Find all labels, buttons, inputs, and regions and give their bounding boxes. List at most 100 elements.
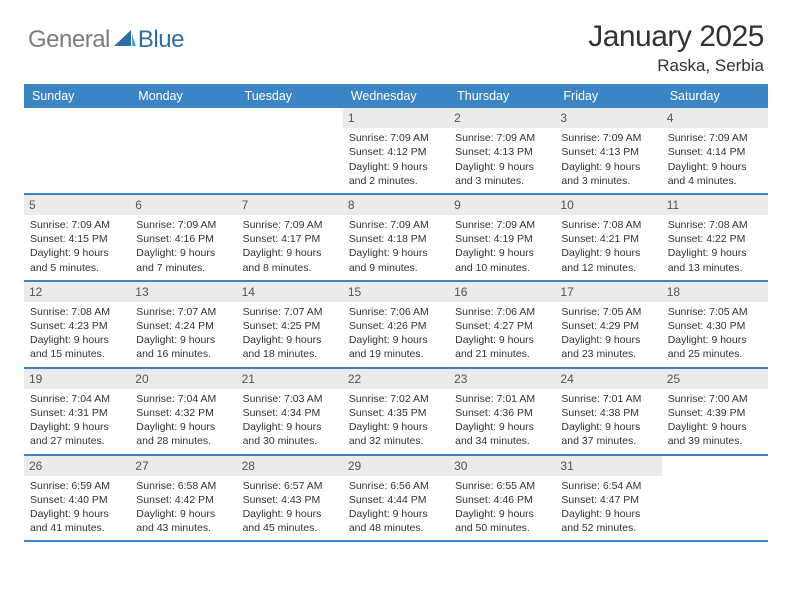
daylight-text: Daylight: 9 hours and 3 minutes. bbox=[561, 160, 655, 188]
sunset-text: Sunset: 4:36 PM bbox=[455, 406, 549, 420]
sunset-text: Sunset: 4:43 PM bbox=[243, 493, 337, 507]
day-number: 27 bbox=[130, 456, 236, 476]
day-number: 20 bbox=[130, 369, 236, 389]
day-header: Sunday bbox=[24, 84, 130, 108]
sunrise-text: Sunrise: 7:09 AM bbox=[561, 131, 655, 145]
sunset-text: Sunset: 4:26 PM bbox=[349, 319, 443, 333]
sunrise-text: Sunrise: 7:09 AM bbox=[349, 131, 443, 145]
sunset-text: Sunset: 4:23 PM bbox=[30, 319, 124, 333]
sunset-text: Sunset: 4:13 PM bbox=[561, 145, 655, 159]
day-header: Monday bbox=[130, 84, 236, 108]
day-number: 31 bbox=[555, 456, 661, 476]
day-cell: 11Sunrise: 7:08 AMSunset: 4:22 PMDayligh… bbox=[662, 195, 768, 280]
day-cell: 1 Sunrise: 7:09 AMSunset: 4:12 PMDaylight… bbox=[343, 108, 449, 193]
sunset-text: Sunset: 4:13 PM bbox=[455, 145, 549, 159]
daylight-text: Daylight: 9 hours and 13 minutes. bbox=[668, 246, 762, 274]
sunrise-text: Sunrise: 7:01 AM bbox=[455, 392, 549, 406]
day-cell: 16Sunrise: 7:06 AMSunset: 4:27 PMDayligh… bbox=[449, 282, 555, 367]
day-cell: 31Sunrise: 6:54 AMSunset: 4:47 PMDayligh… bbox=[555, 456, 661, 541]
daylight-text: Daylight: 9 hours and 30 minutes. bbox=[243, 420, 337, 448]
day-number: 6 bbox=[130, 195, 236, 215]
day-number: 16 bbox=[449, 282, 555, 302]
sunset-text: Sunset: 4:38 PM bbox=[561, 406, 655, 420]
day-number: 19 bbox=[24, 369, 130, 389]
daylight-text: Daylight: 9 hours and 12 minutes. bbox=[561, 246, 655, 274]
daylight-text: Daylight: 9 hours and 48 minutes. bbox=[349, 507, 443, 535]
day-number: 4 bbox=[662, 108, 768, 128]
day-cell: 14Sunrise: 7:07 AMSunset: 4:25 PMDayligh… bbox=[237, 282, 343, 367]
sunrise-text: Sunrise: 7:09 AM bbox=[349, 218, 443, 232]
logo: General Blue bbox=[28, 26, 184, 54]
daylight-text: Daylight: 9 hours and 25 minutes. bbox=[668, 333, 762, 361]
day-cell: 10Sunrise: 7:08 AMSunset: 4:21 PMDayligh… bbox=[555, 195, 661, 280]
daylight-text: Daylight: 9 hours and 43 minutes. bbox=[136, 507, 230, 535]
daylight-text: Daylight: 9 hours and 7 minutes. bbox=[136, 246, 230, 274]
sunrise-text: Sunrise: 7:07 AM bbox=[243, 305, 337, 319]
day-header: Thursday bbox=[449, 84, 555, 108]
sunset-text: Sunset: 4:12 PM bbox=[349, 145, 443, 159]
day-cell: 26Sunrise: 6:59 AMSunset: 4:40 PMDayligh… bbox=[24, 456, 130, 541]
sunset-text: Sunset: 4:31 PM bbox=[30, 406, 124, 420]
sunset-text: Sunset: 4:42 PM bbox=[136, 493, 230, 507]
daylight-text: Daylight: 9 hours and 32 minutes. bbox=[349, 420, 443, 448]
day-header: Friday bbox=[555, 84, 661, 108]
day-number: 13 bbox=[130, 282, 236, 302]
daylight-text: Daylight: 9 hours and 45 minutes. bbox=[243, 507, 337, 535]
sunrise-text: Sunrise: 6:57 AM bbox=[243, 479, 337, 493]
day-cell: 19Sunrise: 7:04 AMSunset: 4:31 PMDayligh… bbox=[24, 369, 130, 454]
sunrise-text: Sunrise: 7:03 AM bbox=[243, 392, 337, 406]
day-number: 1 bbox=[343, 108, 449, 128]
day-number: 8 bbox=[343, 195, 449, 215]
daylight-text: Daylight: 9 hours and 5 minutes. bbox=[30, 246, 124, 274]
daylight-text: Daylight: 9 hours and 37 minutes. bbox=[561, 420, 655, 448]
day-number: 23 bbox=[449, 369, 555, 389]
day-cell: 29Sunrise: 6:56 AMSunset: 4:44 PMDayligh… bbox=[343, 456, 449, 541]
calendar: SundayMondayTuesdayWednesdayThursdayFrid… bbox=[0, 84, 792, 542]
sunrise-text: Sunrise: 7:09 AM bbox=[455, 131, 549, 145]
day-number: 5 bbox=[24, 195, 130, 215]
day-number: 14 bbox=[237, 282, 343, 302]
day-cell: 20Sunrise: 7:04 AMSunset: 4:32 PMDayligh… bbox=[130, 369, 236, 454]
sunrise-text: Sunrise: 7:05 AM bbox=[561, 305, 655, 319]
sunset-text: Sunset: 4:39 PM bbox=[668, 406, 762, 420]
sunset-text: Sunset: 4:27 PM bbox=[455, 319, 549, 333]
sunrise-text: Sunrise: 7:02 AM bbox=[349, 392, 443, 406]
sunset-text: Sunset: 4:16 PM bbox=[136, 232, 230, 246]
day-number: 22 bbox=[343, 369, 449, 389]
daylight-text: Daylight: 9 hours and 50 minutes. bbox=[455, 507, 549, 535]
daylight-text: Daylight: 9 hours and 16 minutes. bbox=[136, 333, 230, 361]
sunrise-text: Sunrise: 6:54 AM bbox=[561, 479, 655, 493]
sunrise-text: Sunrise: 6:59 AM bbox=[30, 479, 124, 493]
day-cell bbox=[130, 108, 236, 193]
sunrise-text: Sunrise: 6:58 AM bbox=[136, 479, 230, 493]
day-cell: 7Sunrise: 7:09 AMSunset: 4:17 PMDaylight… bbox=[237, 195, 343, 280]
day-cell: 8Sunrise: 7:09 AMSunset: 4:18 PMDaylight… bbox=[343, 195, 449, 280]
daylight-text: Daylight: 9 hours and 41 minutes. bbox=[30, 507, 124, 535]
day-number: 9 bbox=[449, 195, 555, 215]
daylight-text: Daylight: 9 hours and 28 minutes. bbox=[136, 420, 230, 448]
day-number: 29 bbox=[343, 456, 449, 476]
sunrise-text: Sunrise: 7:09 AM bbox=[136, 218, 230, 232]
sunrise-text: Sunrise: 7:09 AM bbox=[30, 218, 124, 232]
day-cell: 21Sunrise: 7:03 AMSunset: 4:34 PMDayligh… bbox=[237, 369, 343, 454]
sunrise-text: Sunrise: 7:07 AM bbox=[136, 305, 230, 319]
day-header: Saturday bbox=[662, 84, 768, 108]
day-cell bbox=[662, 456, 768, 541]
daylight-text: Daylight: 9 hours and 2 minutes. bbox=[349, 160, 443, 188]
sunset-text: Sunset: 4:44 PM bbox=[349, 493, 443, 507]
header: General Blue January 2025 Raska, Serbia bbox=[0, 0, 792, 84]
daylight-text: Daylight: 9 hours and 18 minutes. bbox=[243, 333, 337, 361]
day-cell: 15Sunrise: 7:06 AMSunset: 4:26 PMDayligh… bbox=[343, 282, 449, 367]
sunrise-text: Sunrise: 7:04 AM bbox=[136, 392, 230, 406]
sunset-text: Sunset: 4:34 PM bbox=[243, 406, 337, 420]
week-row: 19 Sunrise: 7:04 AM Sunset: 4:31 PM Dayligh… bbox=[24, 369, 768, 456]
day-number: 15 bbox=[343, 282, 449, 302]
day-cell: 30Sunrise: 6:55 AMSunset: 4:46 PMDayligh… bbox=[449, 456, 555, 541]
sunset-text: Sunset: 4:35 PM bbox=[349, 406, 443, 420]
daylight-text: Daylight: 9 hours and 9 minutes. bbox=[349, 246, 443, 274]
day-number: 2 bbox=[449, 108, 555, 128]
day-number: 30 bbox=[449, 456, 555, 476]
sunrise-text: Sunrise: 7:08 AM bbox=[30, 305, 124, 319]
sunset-text: Sunset: 4:17 PM bbox=[243, 232, 337, 246]
week-row: 5Sunrise: 7:09 AMSunset: 4:15 PMDaylight… bbox=[24, 195, 768, 282]
